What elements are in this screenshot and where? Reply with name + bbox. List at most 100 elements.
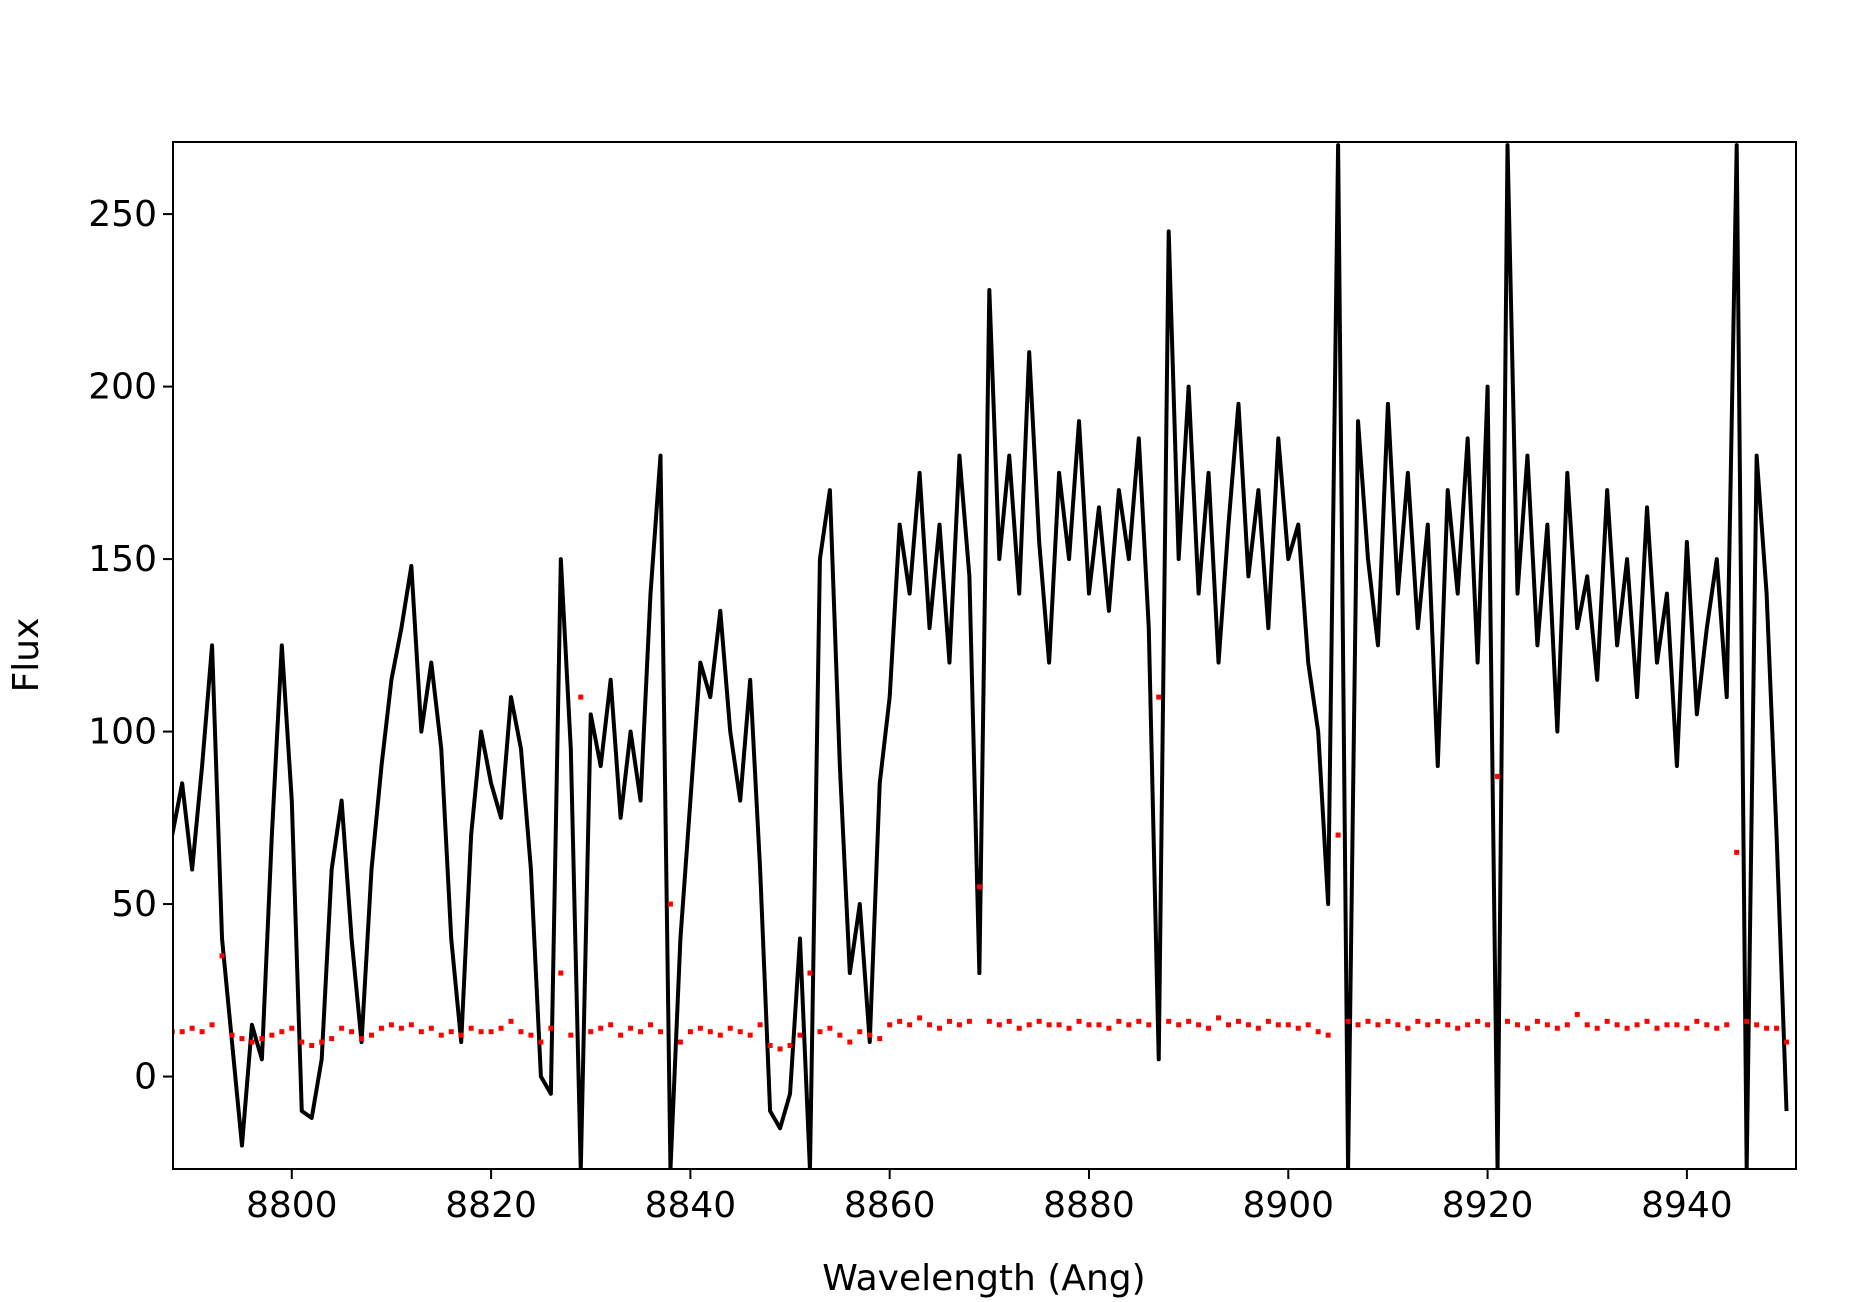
error-point (1664, 1022, 1670, 1028)
x-tick-label: 8940 (1641, 1185, 1733, 1226)
error-point (1325, 1032, 1331, 1038)
error-point (1435, 1018, 1441, 1024)
error-point (518, 1029, 524, 1035)
error-point (1644, 1018, 1650, 1024)
error-point (1305, 1022, 1311, 1028)
error-point (329, 1036, 335, 1042)
error-point (1694, 1018, 1700, 1024)
error-point (1774, 1025, 1780, 1031)
error-point (468, 1025, 474, 1031)
error-point (1036, 1018, 1042, 1024)
error-point (558, 970, 564, 976)
error-point (817, 1029, 823, 1035)
error-point (1684, 1025, 1690, 1031)
error-point (508, 1018, 514, 1024)
error-point (299, 1039, 305, 1045)
error-point (727, 1025, 733, 1031)
error-point (418, 1029, 424, 1035)
error-point (1365, 1018, 1371, 1024)
error-point (1335, 832, 1341, 838)
error-point (717, 1032, 723, 1038)
error-point (199, 1029, 205, 1035)
error-point (1216, 1015, 1222, 1021)
error-point (807, 970, 813, 976)
error-point (398, 1025, 404, 1031)
error-point (767, 1042, 773, 1048)
error-point (1395, 1022, 1401, 1028)
error-point (1186, 1018, 1192, 1024)
error-point (378, 1025, 384, 1031)
error-point (1315, 1029, 1321, 1035)
error-point (1554, 1025, 1560, 1031)
error-point (1345, 1018, 1351, 1024)
y-axis-label: Flux (6, 618, 47, 693)
error-point (548, 1025, 554, 1031)
error-point (1564, 1022, 1570, 1028)
error-point (1495, 773, 1501, 779)
error-point (359, 1036, 365, 1042)
y-tick-label: 50 (111, 884, 157, 925)
x-tick-label: 8900 (1242, 1185, 1334, 1226)
error-point (1176, 1022, 1182, 1028)
error-point (946, 1018, 952, 1024)
error-point (438, 1032, 444, 1038)
error-point (289, 1025, 295, 1031)
error-point (458, 1032, 464, 1038)
error-point (1425, 1022, 1431, 1028)
error-point (1385, 1018, 1391, 1024)
x-tick-label: 8880 (1043, 1185, 1135, 1226)
error-point (1235, 1018, 1241, 1024)
error-point (1754, 1022, 1760, 1028)
error-point (1445, 1022, 1451, 1028)
error-point (1046, 1022, 1052, 1028)
x-tick-label: 8840 (645, 1185, 737, 1226)
error-point (408, 1022, 414, 1028)
error-point (1016, 1025, 1022, 1031)
error-point (657, 1029, 663, 1035)
error-point (369, 1032, 375, 1038)
error-point (1784, 1039, 1790, 1045)
error-point (1056, 1022, 1062, 1028)
error-point (667, 901, 673, 907)
error-point (1524, 1025, 1530, 1031)
error-point (1475, 1018, 1481, 1024)
x-tick-label: 8920 (1442, 1185, 1534, 1226)
error-point (1245, 1022, 1251, 1028)
error-point (1156, 694, 1162, 700)
error-point (1455, 1025, 1461, 1031)
error-point (1275, 1022, 1281, 1028)
x-tick-label: 8860 (844, 1185, 936, 1226)
error-point (927, 1022, 933, 1028)
error-point (1146, 1022, 1152, 1028)
error-point (1704, 1022, 1710, 1028)
error-point (687, 1029, 693, 1035)
error-point (867, 1032, 873, 1038)
error-point (707, 1029, 713, 1035)
error-point (1604, 1018, 1610, 1024)
error-point (488, 1029, 494, 1035)
error-point (319, 1039, 325, 1045)
error-point (857, 1029, 863, 1035)
error-point (528, 1032, 534, 1038)
error-point (757, 1022, 763, 1028)
error-point (1734, 849, 1740, 855)
x-tick-label: 8800 (246, 1185, 338, 1226)
error-point (1096, 1022, 1102, 1028)
error-point (219, 953, 225, 959)
error-point (1355, 1022, 1361, 1028)
error-point (628, 1025, 634, 1031)
error-point (1076, 1018, 1082, 1024)
error-point (1714, 1025, 1720, 1031)
error-point (588, 1029, 594, 1035)
error-point (1594, 1025, 1600, 1031)
x-tick-label: 8820 (445, 1185, 537, 1226)
error-point (388, 1022, 394, 1028)
error-point (787, 1042, 793, 1048)
error-point (1066, 1025, 1072, 1031)
error-point (648, 1022, 654, 1028)
error-point (638, 1029, 644, 1035)
error-point (1206, 1025, 1212, 1031)
error-point (349, 1029, 355, 1035)
error-point (608, 1022, 614, 1028)
